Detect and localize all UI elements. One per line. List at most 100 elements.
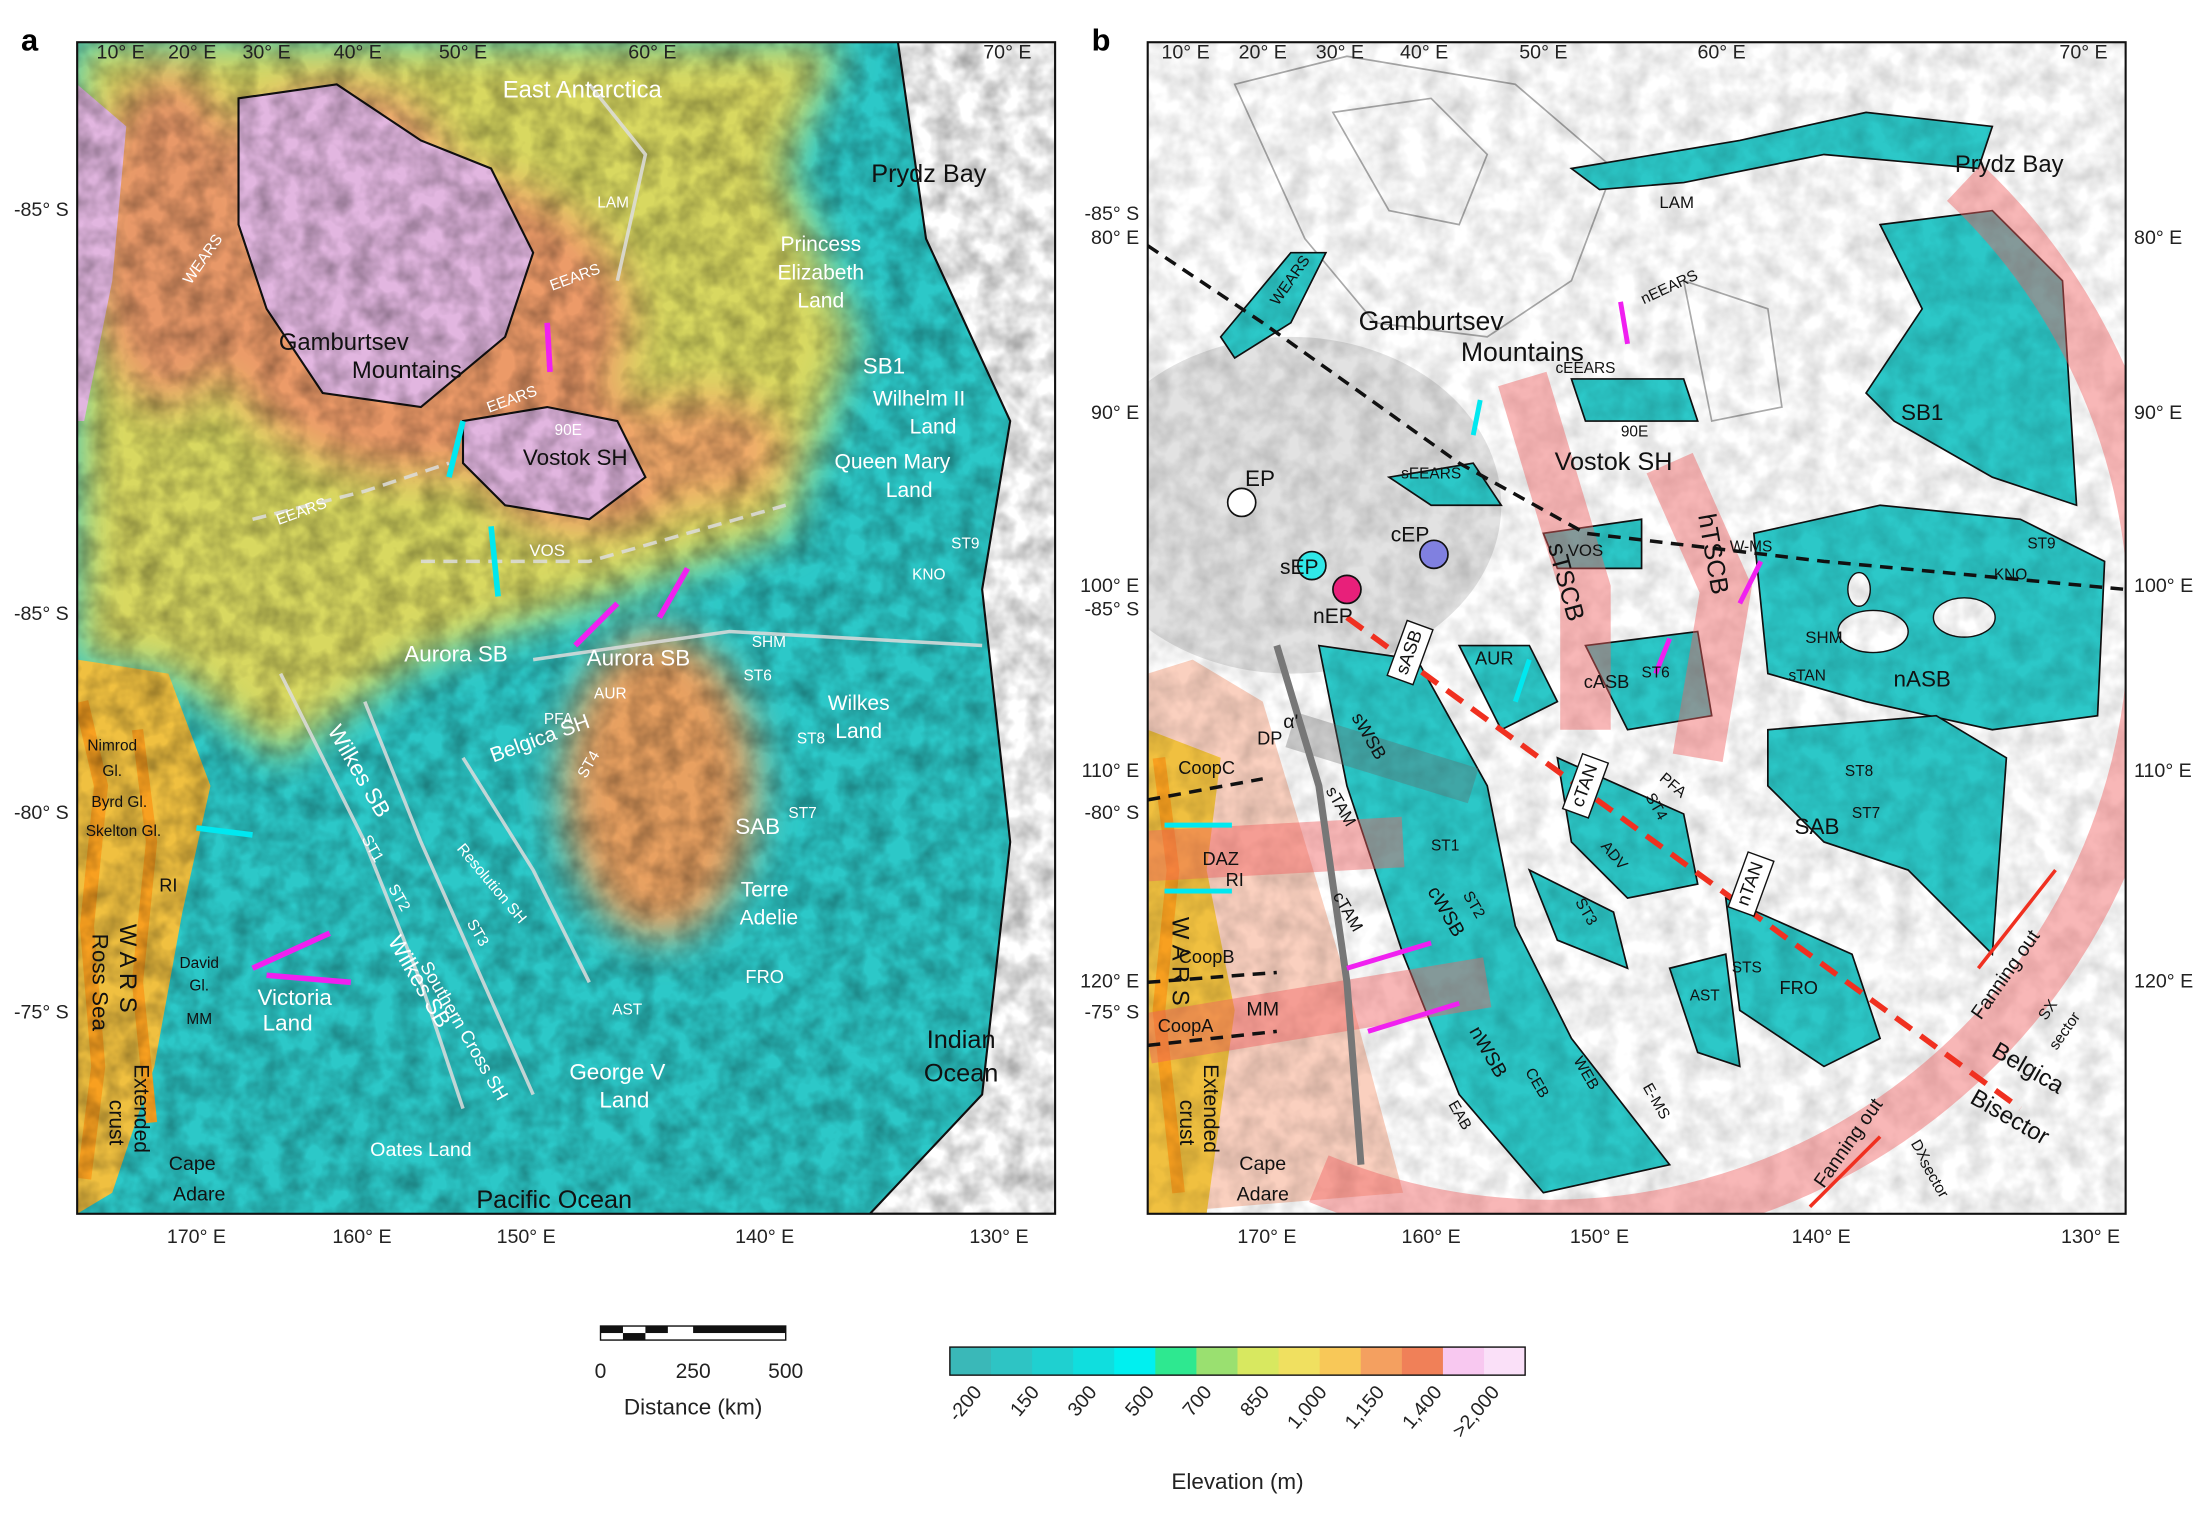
map-label: Extended [130, 1064, 153, 1153]
top-tick-label: 70° E [2059, 42, 2107, 64]
map-label-group: AUR [594, 686, 627, 703]
map-label: Byrd Gl. [91, 794, 147, 811]
map-label-group: nASB [1893, 667, 1950, 692]
map-label-group: Mountains [352, 357, 462, 384]
map-label: SAB [1795, 814, 1840, 839]
map-label-group: ST8 [797, 731, 825, 748]
map-label: RI [159, 875, 177, 896]
map-label-group: CoopC [1178, 757, 1235, 778]
map-label-group: Ross Sea [87, 934, 112, 1032]
map-label: Aurora SB [587, 645, 691, 670]
colorbar-tick-label: 850 [1236, 1382, 1274, 1421]
bottom-tick-label: 150° E [1570, 1226, 1629, 1248]
colorbar-swatch [1114, 1347, 1157, 1376]
left-tick-label: 120° E [1080, 970, 1139, 992]
map-label-group: Byrd Gl. [91, 794, 147, 811]
map-label-group: SAB [735, 814, 780, 839]
map-label-group: LAM [1659, 193, 1694, 212]
map-label: Vostok SH [1555, 448, 1673, 476]
frame-b [1146, 41, 2127, 1215]
map-label-group: SB1 [863, 354, 905, 379]
map-label-group: ST7 [1852, 805, 1880, 822]
map-label-group: sEEARS [1401, 465, 1461, 482]
map-label: Victoria [257, 985, 332, 1010]
map-label: ST7 [788, 805, 816, 822]
scale-bar [599, 1325, 787, 1341]
map-label: nEP [1313, 605, 1353, 628]
map-label-group: Adare [173, 1184, 225, 1206]
map-label-group: sTAN [1788, 667, 1825, 684]
colorbar-frame [949, 1346, 1526, 1376]
map-label: Adare [1237, 1184, 1289, 1206]
left-tick-label: 90° E [1091, 402, 1139, 424]
map-label: Ocean [924, 1060, 998, 1088]
map-label-group: 90E [1621, 423, 1648, 440]
map-label: ST7 [1852, 805, 1880, 822]
map-label-group: Aurora SB [587, 645, 691, 670]
bottom-tick-label: 170° E [167, 1226, 226, 1248]
map-label: KNO [912, 566, 945, 583]
map-label-group: David [180, 955, 219, 972]
map-label: George V [569, 1059, 665, 1084]
colorbar-swatch [949, 1347, 992, 1376]
map-label-group: ST6 [1641, 665, 1669, 682]
colorbar-swatch [1442, 1347, 1485, 1376]
bottom-tick-label: 160° E [1402, 1226, 1461, 1248]
colorbar-swatch [1360, 1347, 1403, 1376]
map-label: crust [104, 1100, 127, 1146]
map-label: ST6 [744, 667, 772, 684]
colorbar-tick-label: 1,000 [1283, 1382, 1331, 1434]
map-label: W A R S [1166, 917, 1193, 1006]
map-label: STS [1732, 959, 1762, 976]
map-label: Gl. [102, 763, 122, 780]
map-label-group: RI [159, 875, 177, 896]
map-label-group: MM [1246, 999, 1279, 1021]
map-label: Vostok SH [523, 445, 628, 470]
map-label-group: Adelie [740, 907, 798, 930]
map-label-group: EP [1245, 466, 1275, 491]
terrain-a [77, 42, 1056, 1214]
map-label: Aurora SB [404, 641, 508, 666]
colorbar-title: Elevation (m) [1171, 1469, 1303, 1494]
map-label-group: Vostok SH [1555, 448, 1673, 476]
colorbar-tick-label: >2,000 [1448, 1382, 1504, 1443]
map-label-group: crust [1175, 1100, 1198, 1146]
left-tick-label: -85° S [1085, 599, 1140, 621]
colorbar-swatch [1401, 1347, 1444, 1376]
colorbar-swatch [1032, 1347, 1074, 1376]
map-label-group: VOS [529, 541, 565, 560]
map-label-group: W-MS [1730, 538, 1773, 555]
map-label-group: ST1 [1431, 837, 1459, 854]
map-label: W A R S [114, 924, 141, 1013]
map-label: Extended [1199, 1064, 1222, 1153]
bottom-tick-label: 170° E [1237, 1226, 1296, 1248]
top-tick-label: 10° E [97, 42, 145, 64]
panel-letter: b [1092, 22, 1111, 57]
map-label: VOS [529, 541, 565, 560]
map-label-group: ST6 [744, 667, 772, 684]
map-label-group: crust [104, 1100, 127, 1146]
map-label-group: Land [910, 416, 957, 439]
map-label-group: East Antarctica [503, 77, 663, 104]
map-label: Land [835, 720, 882, 743]
map-label: cASB [1584, 671, 1630, 692]
map-label: Prydz Bay [871, 160, 986, 188]
map-label-group: cEEARS [1555, 360, 1615, 377]
colorbar-tick-label: 150 [1006, 1382, 1044, 1421]
map-label: Terre [741, 879, 789, 902]
bottom-tick-label: 160° E [332, 1226, 391, 1248]
map-label: KNO [1994, 566, 2027, 583]
map-label-group: KNO [912, 566, 945, 583]
map-label-group: George V [569, 1059, 665, 1084]
map-label: Land [910, 416, 957, 439]
left-tick-label: -75° S [1085, 1001, 1140, 1023]
map-label-group: CoopB [1179, 946, 1235, 967]
bottom-tick-label: 130° E [2061, 1226, 2120, 1248]
map-label-group: Extended [130, 1064, 153, 1153]
map-label: Mountains [1461, 337, 1584, 367]
map-label-group: Wilhelm II [873, 388, 965, 411]
map-label: Land [797, 289, 844, 312]
map-label: RI [1226, 869, 1244, 890]
